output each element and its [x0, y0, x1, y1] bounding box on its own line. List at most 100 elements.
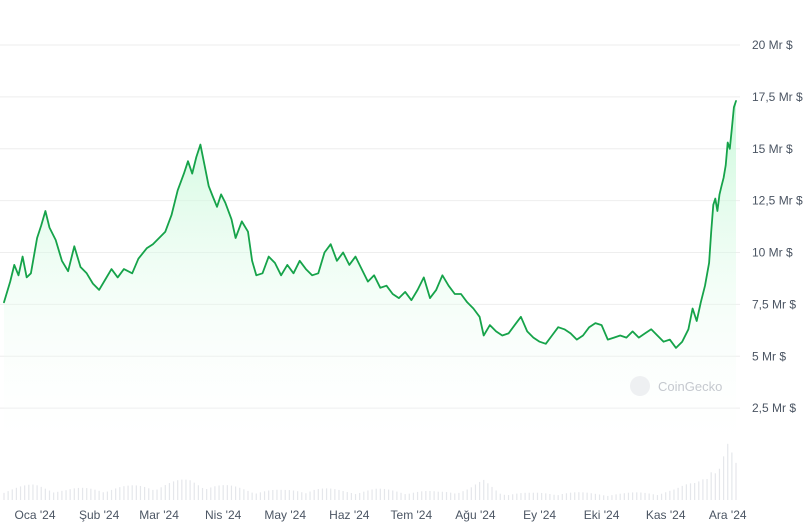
volume-bar — [230, 485, 233, 500]
volume-bar — [81, 487, 84, 500]
volume-bar — [371, 489, 373, 500]
volume-bar — [24, 485, 26, 500]
volume-bar — [487, 483, 489, 500]
volume-bar — [433, 491, 435, 500]
y-tick-label: 12,5 Mr $ — [752, 194, 803, 208]
volume-bar — [404, 494, 406, 500]
volume-bar — [557, 495, 559, 500]
x-tick-label: Ara '24 — [709, 508, 747, 522]
volume-bar — [127, 485, 129, 500]
volume-bar — [44, 488, 46, 500]
volume-bar — [272, 489, 274, 500]
volume-bar — [607, 495, 609, 500]
volume-bar — [218, 485, 220, 500]
volume-bar — [458, 492, 460, 500]
x-tick-label: Ağu '24 — [455, 508, 496, 522]
volume-bar — [611, 495, 613, 500]
volume-bar — [48, 490, 51, 500]
x-tick-label: Kas '24 — [646, 508, 686, 522]
volume-bar — [321, 488, 324, 500]
volume-bars — [3, 443, 737, 500]
volume-bar — [665, 492, 667, 500]
volume-bar — [450, 492, 452, 500]
volume-bar — [334, 489, 336, 500]
volume-bar — [483, 479, 485, 500]
volume-bar — [536, 492, 539, 500]
volume-bar — [660, 493, 663, 500]
x-tick-label: May '24 — [264, 508, 306, 522]
volume-bar — [123, 486, 125, 500]
y-tick-label: 7,5 Mr $ — [752, 297, 796, 311]
volume-bar — [388, 489, 390, 500]
volume-bar — [520, 493, 522, 500]
volume-bar — [379, 488, 381, 500]
volume-bar — [32, 484, 34, 500]
volume-bar — [19, 486, 22, 500]
volume-bar — [197, 485, 199, 500]
volume-bar — [359, 492, 361, 500]
volume-bar — [268, 490, 270, 500]
y-tick-label: 17,5 Mr $ — [752, 90, 803, 104]
volume-bar — [57, 491, 59, 500]
volume-bar — [478, 481, 481, 500]
volume-bar — [115, 488, 117, 500]
y-tick-label: 10 Mr $ — [752, 246, 793, 260]
volume-bar — [627, 492, 630, 500]
volume-bar — [553, 494, 555, 500]
volume-bar — [247, 490, 249, 500]
volume-bar — [69, 489, 71, 500]
volume-bar — [578, 492, 580, 500]
volume-bar — [239, 487, 241, 500]
volume-bar — [636, 492, 638, 500]
volume-bar — [36, 485, 38, 500]
volume-bar — [297, 491, 299, 500]
x-tick-label: Nis '24 — [205, 508, 242, 522]
volume-bar — [644, 492, 646, 500]
volume-bar — [656, 495, 659, 500]
volume-bar — [454, 493, 456, 500]
volume-bar — [292, 490, 295, 500]
volume-bar — [677, 487, 679, 500]
coingecko-logo-icon — [630, 376, 650, 396]
volume-bar — [354, 494, 357, 500]
volume-bar — [363, 491, 365, 500]
volume-bar — [408, 493, 410, 500]
volume-bar — [710, 472, 712, 500]
y-tick-label: 5 Mr $ — [752, 349, 786, 363]
volume-bar — [11, 489, 13, 500]
volume-bar — [276, 489, 278, 500]
volume-bar — [731, 452, 733, 500]
volume-bar — [416, 491, 419, 500]
volume-bar — [255, 493, 257, 500]
x-tick-label: Tem '24 — [391, 508, 433, 522]
volume-bar — [590, 493, 592, 500]
volume-bar — [106, 491, 108, 500]
volume-bar — [722, 456, 725, 500]
volume-bar — [466, 489, 468, 500]
volume-bar — [206, 489, 208, 500]
volume-bar — [234, 486, 237, 500]
volume-bar — [77, 487, 80, 500]
volume-bar — [98, 490, 100, 500]
volume-bar — [445, 492, 448, 500]
volume-bar — [330, 488, 332, 500]
volume-bar — [632, 492, 634, 500]
volume-bar — [189, 480, 191, 500]
volume-bar — [623, 493, 625, 500]
volume-bar — [135, 485, 137, 500]
volume-bar — [681, 485, 683, 500]
volume-bar — [462, 491, 464, 500]
x-tick-label: Mar '24 — [139, 508, 179, 522]
volume-bar — [131, 485, 133, 500]
volume-bar — [437, 491, 439, 500]
volume-bar — [673, 489, 675, 500]
volume-bar — [396, 491, 398, 500]
volume-bar — [565, 493, 568, 500]
volume-bar — [144, 486, 146, 500]
volume-bar — [507, 495, 510, 500]
volume-bar — [338, 489, 340, 500]
volume-bar — [619, 493, 621, 500]
volume-bar — [160, 487, 162, 500]
volume-bar — [280, 489, 282, 500]
